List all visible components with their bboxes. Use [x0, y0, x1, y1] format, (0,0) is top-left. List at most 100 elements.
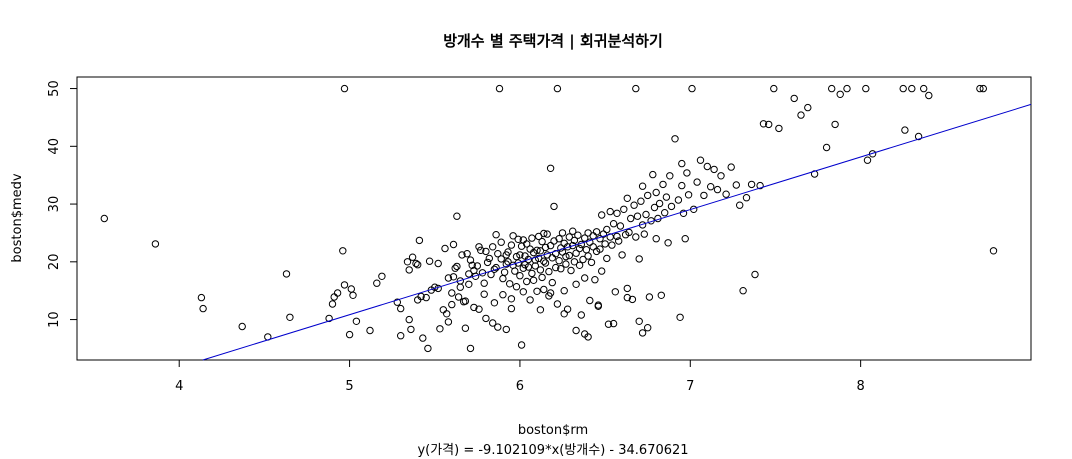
data-point [765, 120, 773, 129]
data-point [495, 84, 504, 93]
data-point [533, 287, 541, 295]
data-point [514, 235, 522, 244]
data-point [603, 254, 611, 263]
data-point [914, 132, 923, 141]
data-point [979, 84, 987, 93]
data-point [609, 319, 618, 328]
data-point [506, 280, 514, 288]
data-point [563, 305, 572, 313]
data-point [502, 260, 510, 268]
data-point [790, 94, 798, 103]
data-point [577, 311, 585, 319]
data-point [652, 235, 660, 243]
data-point [836, 90, 844, 99]
data-point [635, 255, 643, 263]
data-point [453, 262, 461, 271]
data-point [199, 304, 207, 313]
data-point [722, 190, 730, 198]
data-point [528, 234, 536, 242]
data-point [393, 298, 401, 306]
data-point [538, 273, 546, 282]
data-point [545, 267, 553, 276]
data-point [608, 241, 616, 249]
data-point [633, 212, 642, 220]
data-point [524, 255, 533, 264]
data-point [526, 296, 534, 304]
data-point [717, 172, 725, 180]
data-point [591, 276, 599, 284]
data-point [638, 182, 647, 190]
data-point [667, 202, 676, 211]
data-point [516, 251, 524, 259]
data-point [507, 241, 516, 249]
data-point [662, 193, 671, 201]
data-point [529, 276, 538, 284]
data-point [606, 207, 614, 216]
data-point [901, 126, 909, 134]
data-point [645, 293, 654, 301]
data-point [412, 259, 420, 268]
data-point [482, 314, 490, 323]
data-point [407, 325, 415, 334]
data-point [736, 201, 744, 209]
data-point [596, 245, 604, 253]
data-point [540, 285, 548, 294]
data-point [352, 317, 361, 325]
data-point [414, 261, 422, 269]
data-point [492, 263, 500, 272]
data-point [584, 333, 592, 341]
data-point [562, 260, 570, 268]
data-point [516, 272, 524, 280]
x-axis-label: boston$rm [518, 423, 588, 438]
data-point [330, 293, 338, 301]
data-point [415, 236, 424, 245]
data-point [466, 256, 475, 264]
data-point [676, 313, 684, 321]
data-point [587, 258, 596, 267]
data-point [468, 261, 476, 269]
data-point [666, 172, 674, 180]
y-tick-label: 10 [47, 311, 62, 328]
data-point [453, 212, 461, 220]
data-point [862, 84, 870, 93]
data-point [339, 247, 347, 255]
data-point [644, 191, 652, 200]
data-point [553, 84, 562, 93]
data-point [492, 231, 500, 239]
data-point [630, 201, 638, 209]
data-point [572, 326, 580, 335]
data-point [613, 209, 621, 218]
data-point [592, 228, 601, 236]
data-point [598, 211, 606, 219]
data-point [536, 266, 545, 274]
data-point [655, 199, 664, 208]
data-point [473, 262, 481, 270]
data-point [635, 317, 643, 325]
data-point [366, 326, 374, 335]
data-point [822, 143, 831, 152]
data-point [448, 300, 456, 309]
data-point [575, 261, 584, 269]
data-point [477, 246, 485, 255]
data-point [378, 272, 386, 280]
data-point [451, 264, 459, 272]
data-point [500, 268, 509, 276]
data-point [512, 283, 521, 291]
data-point [449, 273, 458, 281]
data-point [557, 265, 565, 273]
data-point [623, 194, 631, 203]
data-point [519, 236, 527, 244]
data-point [417, 292, 425, 301]
data-point [340, 281, 349, 289]
data-point [618, 251, 626, 259]
y-tick-label: 20 [47, 254, 62, 271]
data-point [470, 303, 478, 312]
data-point [644, 324, 652, 332]
data-point [454, 293, 463, 301]
data-point [831, 120, 839, 129]
data-point [100, 214, 109, 223]
data-point [679, 209, 688, 218]
data-point [759, 120, 768, 128]
data-point [570, 236, 579, 245]
